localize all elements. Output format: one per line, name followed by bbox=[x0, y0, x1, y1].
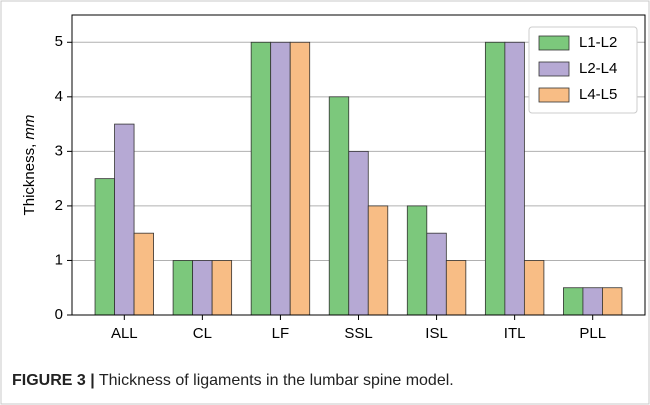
bar bbox=[504, 41, 525, 316]
caption-label: FIGURE 3 | bbox=[12, 372, 95, 389]
bar bbox=[133, 232, 154, 316]
y-label-unit: mm bbox=[21, 115, 38, 140]
x-tick-label: ISL bbox=[425, 325, 448, 342]
bar bbox=[367, 205, 389, 316]
x-tick-label: ALL bbox=[111, 325, 138, 342]
x-tick-label: ITL bbox=[504, 325, 526, 342]
legend-label: L1-L2 bbox=[579, 34, 617, 51]
y-tick-label: 2 bbox=[55, 197, 63, 214]
bar bbox=[211, 260, 233, 316]
bar bbox=[426, 232, 447, 316]
legend-swatch bbox=[538, 35, 570, 51]
bar bbox=[192, 260, 213, 316]
bar bbox=[289, 41, 311, 316]
bar bbox=[602, 287, 623, 316]
x-tick-label: CL bbox=[193, 325, 212, 342]
bar bbox=[484, 41, 506, 316]
bar bbox=[250, 41, 272, 316]
legend-swatch bbox=[538, 61, 570, 77]
bar bbox=[406, 205, 428, 316]
x-tick-label: SSL bbox=[344, 325, 372, 342]
bar bbox=[114, 123, 135, 316]
bar bbox=[328, 96, 350, 316]
legend-swatch bbox=[538, 87, 570, 103]
x-tick-label: LF bbox=[272, 325, 290, 342]
bar bbox=[348, 150, 369, 316]
bar bbox=[172, 260, 194, 316]
caption-text: Thickness of ligaments in the lumbar spi… bbox=[99, 372, 454, 389]
bar bbox=[270, 41, 291, 316]
plot-frame bbox=[71, 14, 646, 316]
legend-label: L4-L5 bbox=[579, 86, 617, 103]
bar bbox=[523, 260, 545, 316]
legend-label: L2-L4 bbox=[579, 60, 617, 77]
bar bbox=[582, 287, 603, 316]
y-tick-label: 5 bbox=[55, 33, 63, 50]
y-tick-label: 3 bbox=[55, 142, 63, 159]
y-label-text: Thickness, bbox=[21, 144, 38, 216]
bar bbox=[563, 287, 584, 316]
x-tick-label: PLL bbox=[579, 325, 606, 342]
caption: FIGURE 3 | Thickness of ligaments in the… bbox=[12, 372, 454, 389]
y-axis-label: Thickness, mm bbox=[21, 115, 38, 216]
y-tick-label: 0 bbox=[55, 306, 63, 323]
y-tick-label: 4 bbox=[55, 88, 63, 105]
y-tick-label: 1 bbox=[55, 251, 63, 268]
bar bbox=[445, 260, 467, 316]
bar bbox=[94, 178, 115, 316]
